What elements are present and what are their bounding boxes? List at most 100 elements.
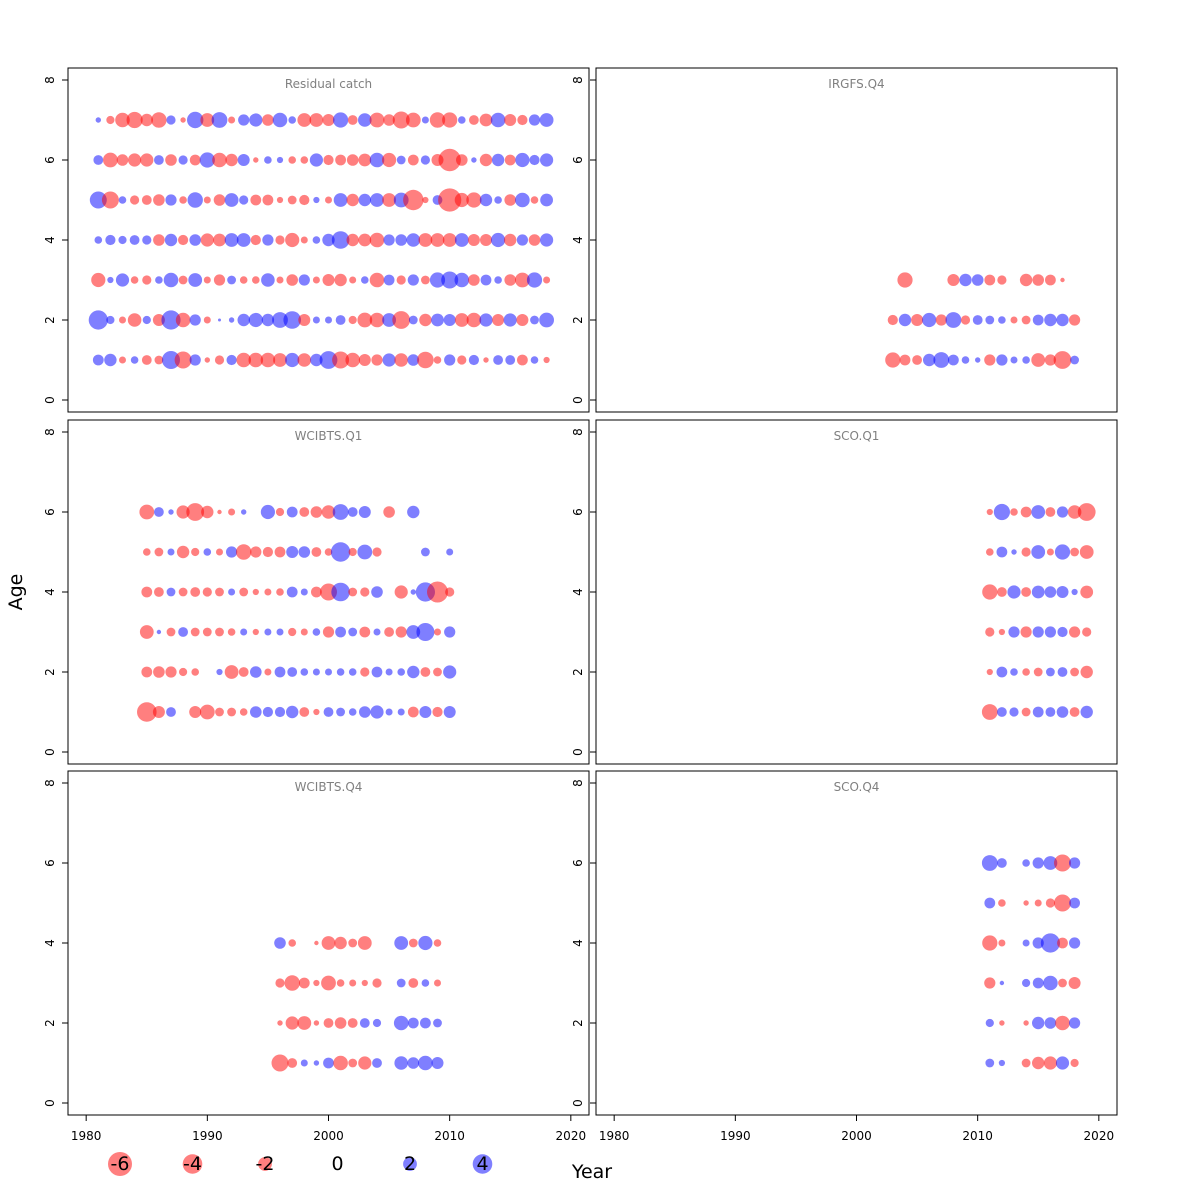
bubble-wcibts-q4-age4-1996 xyxy=(274,937,286,949)
bubble-wcibts-q1-age1-1992 xyxy=(227,707,237,717)
bubble-sco-q1-age6-2012 xyxy=(993,503,1011,521)
bubble-residual-catch-age7-1998 xyxy=(297,113,312,127)
bubble-residual-catch-age5-1991 xyxy=(213,194,226,206)
bubble-residual-catch-age4-1991 xyxy=(213,233,226,247)
bubble-wcibts-q1-age1-1997 xyxy=(286,705,299,719)
bubble-residual-catch-age4-1997 xyxy=(285,232,300,248)
bubble-sco-q4-age3-2014 xyxy=(1022,978,1031,988)
panel-wcibts-q1: WCIBTS.Q1 xyxy=(67,419,590,765)
bubble-sco-q4-age1-2011 xyxy=(985,1058,995,1068)
bubble-residual-catch-age7-1982 xyxy=(106,115,115,125)
bubble-wcibts-q1-age4-1997 xyxy=(286,586,298,598)
bubble-sco-q4-age1-2012 xyxy=(998,1059,1006,1067)
bubble-sco-q1-age5-2019 xyxy=(1079,545,1094,559)
bubble-sco-q1-age5-2012 xyxy=(996,546,1008,558)
bubble-residual-catch-age7-2005 xyxy=(383,114,395,126)
bubble-residual-catch-age7-2018 xyxy=(539,113,554,127)
bubble-wcibts-q1-age1-2010 xyxy=(443,706,456,718)
bubble-residual-catch-age4-2009 xyxy=(430,233,445,247)
bubble-irgfs-q4-age3-2004 xyxy=(897,272,913,288)
bubble-residual-catch-age6-2004 xyxy=(369,152,385,168)
bubble-residual-catch-age2-1991 xyxy=(218,318,221,322)
y-tick-label: 4 xyxy=(43,588,57,596)
bubble-wcibts-q1-age1-1989 xyxy=(189,706,202,718)
legend-item-neg6: -6 xyxy=(108,1152,132,1176)
bubble-residual-catch-age7-1983 xyxy=(115,112,130,128)
bubble-residual-catch-age6-2015 xyxy=(504,154,516,166)
bubble-residual-catch-age6-1991 xyxy=(212,152,227,168)
bubble-residual-catch-age3-1991 xyxy=(213,274,226,286)
bubble-irgfs-q4-age2-2010 xyxy=(972,315,983,325)
bubble-wcibts-q1-age6-1992 xyxy=(228,508,236,516)
bubble-wcibts-q4-age4-2009 xyxy=(433,939,442,947)
bubble-residual-catch-age1-2005 xyxy=(382,353,396,367)
bubble-irgfs-q4-age1-2003 xyxy=(885,352,901,368)
bubble-residual-catch-age4-2014 xyxy=(491,232,506,248)
bubble-residual-catch-age7-2017 xyxy=(528,114,541,126)
bubble-wcibts-q1-age5-1992 xyxy=(226,546,238,558)
bubble-irgfs-q4-age2-2012 xyxy=(998,316,1006,324)
bubble-irgfs-q4-age3-2012 xyxy=(997,275,1007,285)
y-axis-title: Age xyxy=(5,574,27,611)
bubble-wcibts-q1-age1-2006 xyxy=(397,708,405,716)
bubble-irgfs-q4-age1-2014 xyxy=(1022,356,1030,364)
bubble-residual-catch-age5-1987 xyxy=(165,194,177,206)
bubble-residual-catch-age1-2001 xyxy=(332,351,350,369)
bubble-wcibts-q1-age6-1995 xyxy=(260,504,275,520)
bubble-wcibts-q1-age3-1988 xyxy=(178,627,189,637)
y-tick-label: 4 xyxy=(571,939,585,947)
bubble-sco-q4-age4-2011 xyxy=(982,935,998,951)
panel-title: WCIBTS.Q1 xyxy=(295,429,363,443)
bubble-residual-catch-age1-2004 xyxy=(371,354,383,366)
bubble-residual-catch-age6-1994 xyxy=(253,157,259,163)
bubble-residual-catch-age5-2008 xyxy=(422,196,429,204)
x-tick-label: 1990 xyxy=(192,1129,223,1143)
bubble-wcibts-q1-age5-2001 xyxy=(330,542,351,562)
bubble-residual-catch-age5-2000 xyxy=(325,196,332,204)
bubble-sco-q4-age2-2014 xyxy=(1023,1020,1029,1026)
bubble-wcibts-q1-age4-1996 xyxy=(276,588,284,596)
bubble-residual-catch-age4-1995 xyxy=(262,234,274,246)
bubble-residual-catch-age6-2008 xyxy=(420,155,430,165)
bubble-wcibts-q4-age4-2006 xyxy=(394,936,409,950)
bubble-residual-catch-age3-2010 xyxy=(441,271,459,289)
bubble-residual-catch-age1-2018 xyxy=(543,356,550,364)
bubble-residual-catch-age2-2003 xyxy=(357,312,373,328)
bubble-wcibts-q1-age4-2002 xyxy=(348,587,358,597)
bubble-sco-q1-age6-2018 xyxy=(1067,505,1082,519)
bubble-residual-catch-age2-1997 xyxy=(283,311,302,329)
bubble-residual-catch-age2-2006 xyxy=(392,311,411,329)
bubble-residual-catch-age1-1993 xyxy=(236,352,251,368)
bubble-wcibts-q1-age3-2009 xyxy=(434,628,441,636)
bubble-residual-catch-age5-2015 xyxy=(504,194,516,206)
bubble-wcibts-q1-age2-1997 xyxy=(287,667,298,677)
bubble-sco-q4-age1-2014 xyxy=(1021,1058,1031,1068)
bubble-residual-catch-age3-2005 xyxy=(383,274,395,286)
bubble-wcibts-q1-age1-1991 xyxy=(215,707,224,717)
bubble-residual-catch-age4-1982 xyxy=(105,234,116,246)
bubble-residual-catch-age4-2011 xyxy=(454,233,469,247)
bubble-residual-catch-age2-1984 xyxy=(127,313,142,327)
bubble-irgfs-q4-age1-2013 xyxy=(1010,356,1018,364)
bubble-residual-catch-age6-2005 xyxy=(382,152,397,168)
bubble-residual-catch-age5-2001 xyxy=(333,193,348,207)
y-tick-label: 8 xyxy=(571,428,585,436)
bubble-sco-q1-age3-2014 xyxy=(1020,626,1032,638)
bubble-residual-catch-age6-2010 xyxy=(438,148,461,172)
bubble-wcibts-q1-age3-2010 xyxy=(444,626,456,638)
bubble-sco-q4-age5-2016 xyxy=(1045,898,1055,908)
bubble-residual-catch-age7-1993 xyxy=(238,114,250,126)
bubble-residual-catch-age6-1982 xyxy=(103,152,118,168)
bubble-residual-catch-age1-2003 xyxy=(358,354,371,366)
bubble-wcibts-q1-age3-1989 xyxy=(190,627,200,637)
bubble-wcibts-q1-age3-1986 xyxy=(156,629,162,635)
y-tick-label: 6 xyxy=(571,508,585,516)
bubble-residual-catch-age3-1986 xyxy=(155,276,163,284)
bubble-sco-q4-age5-2011 xyxy=(984,897,996,909)
bubble-wcibts-q1-age4-2009 xyxy=(427,581,448,603)
bubble-residual-catch-age4-2013 xyxy=(480,234,492,246)
bubble-residual-catch-age6-1988 xyxy=(178,155,188,165)
bubble-residual-catch-age7-1991 xyxy=(211,112,228,128)
bubble-wcibts-q1-age6-1990 xyxy=(201,505,214,519)
